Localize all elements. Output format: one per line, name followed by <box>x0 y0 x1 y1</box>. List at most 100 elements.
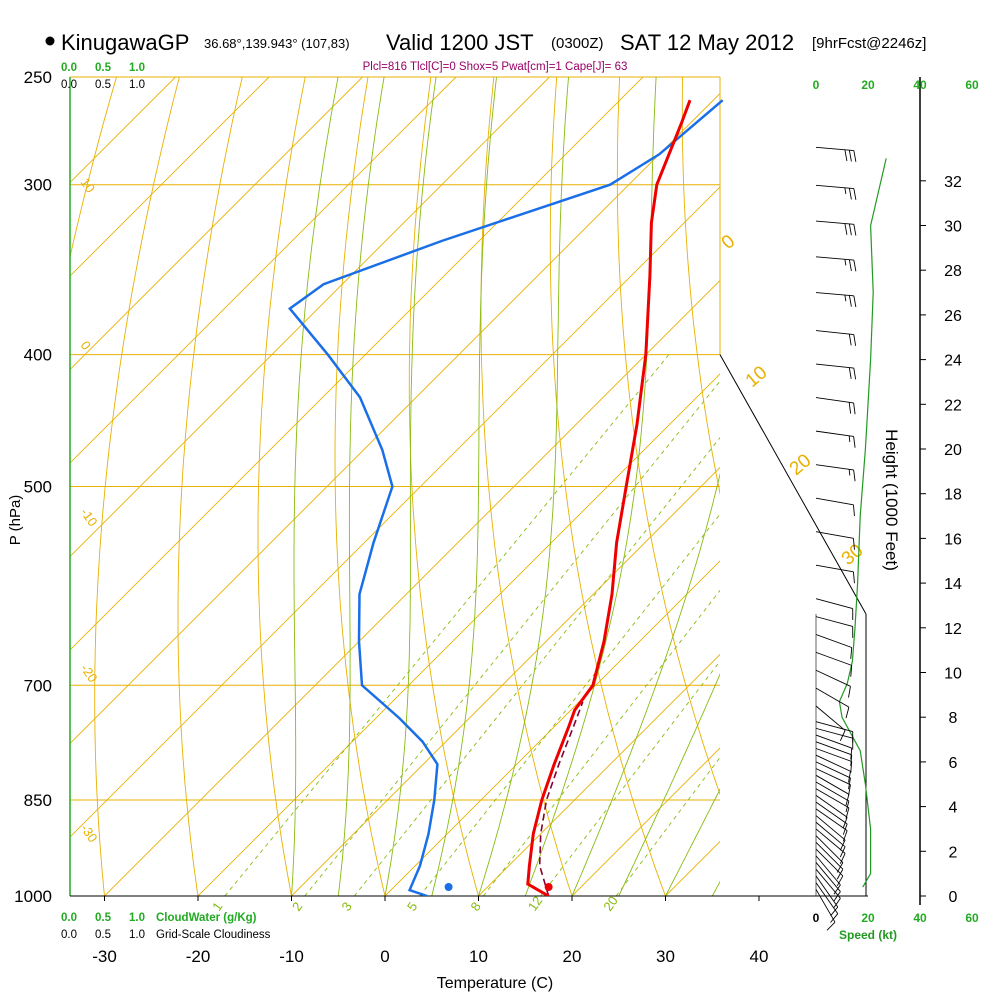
bottom-cloud-1-black: 1.0 <box>129 929 145 941</box>
wind-barb-staff <box>815 754 851 772</box>
wind-barb <box>815 768 851 796</box>
wind-barb-staff <box>815 705 846 731</box>
wind-panel <box>815 146 887 931</box>
pressure-label-1000: 1000 <box>14 887 52 906</box>
mixing-ratio-line-2 <box>304 380 720 896</box>
wind-barb-flag <box>836 862 844 873</box>
speed-scale-bottom-0: 0 <box>813 911 820 925</box>
wind-barb <box>815 616 854 638</box>
height-label-0: 0 <box>949 889 958 906</box>
station-name: KinugawaGP <box>61 30 189 55</box>
wind-barb-flag <box>848 784 851 796</box>
height-label-18: 18 <box>944 487 962 504</box>
pressure-label-850: 850 <box>24 791 52 810</box>
dry-adiabat-60 <box>745 77 946 896</box>
wind-barb-flag <box>844 223 848 235</box>
isotherm-10 <box>478 653 720 896</box>
top-cloud-1-green: 1.0 <box>129 62 145 74</box>
dry-adiabat-30 <box>549 77 666 896</box>
mixing-ratio-label-2: 2 <box>289 899 305 914</box>
wind-barb-flag <box>845 794 850 806</box>
wind-barb-flag <box>853 334 857 346</box>
moist-adiabat-25 <box>618 673 720 896</box>
mixing-ratio-label-12: 12 <box>525 893 546 913</box>
wind-barb-staff <box>815 651 852 666</box>
wind-barb-flag <box>850 748 853 760</box>
wind-barb-staff <box>815 397 854 404</box>
pressure-label-400: 400 <box>24 346 52 365</box>
dry-adiabat--20 <box>177 77 243 896</box>
moist-adiabat--5 <box>337 77 385 896</box>
wind-barb-staff <box>815 146 854 152</box>
wind-barb <box>815 741 853 767</box>
wind-barb-flag <box>852 504 855 517</box>
wind-barb-half-flag <box>844 259 847 266</box>
wind-barb-staff <box>815 564 854 573</box>
wind-barb-half-flag <box>848 435 851 442</box>
wind-barb <box>815 564 855 584</box>
wind-barb-staff <box>815 774 850 795</box>
wind-barb-flag <box>848 188 852 200</box>
wind-barb-staff <box>815 781 850 802</box>
wind-barb <box>815 220 857 236</box>
height-label-14: 14 <box>944 576 962 593</box>
wind-barb <box>815 889 836 931</box>
cloud-water-label: CloudWater (g/Kg) <box>156 912 257 924</box>
height-label-6: 6 <box>949 755 958 772</box>
wind-barb-flag <box>845 707 850 719</box>
wind-barb-flag <box>848 223 852 236</box>
wind-barb <box>815 705 846 741</box>
mixing-ratio-line-20 <box>615 756 720 896</box>
wind-barb <box>815 651 853 677</box>
temp-label-30: 30 <box>656 947 675 966</box>
wind-barb-flag <box>850 647 853 659</box>
tropopause-boundary <box>719 354 867 615</box>
wind-barb-flag <box>826 921 836 931</box>
wind-barb-flag <box>848 771 851 783</box>
isotherm-0 <box>384 560 720 896</box>
temp-label-40: 40 <box>750 947 769 966</box>
wind-barb-flag <box>833 898 841 908</box>
wind-barb <box>815 497 855 517</box>
temp-label-0: 0 <box>380 947 389 966</box>
wind-barb-staff <box>815 795 848 818</box>
wind-barb-half-flag <box>848 469 851 476</box>
dry-adiabat-label-left-0: 0 <box>78 338 94 353</box>
wind-barb <box>815 721 854 743</box>
speed-scale-bottom-60: 60 <box>965 911 979 925</box>
wind-barb-staff <box>815 821 846 848</box>
parcel-trace <box>538 701 584 896</box>
wind-barb-flag <box>853 402 856 415</box>
wind-barb <box>815 882 839 923</box>
wind-barb <box>815 687 850 719</box>
wind-barb-flag <box>830 913 839 923</box>
wind-barb <box>815 669 851 698</box>
temperature-profile <box>526 99 692 896</box>
isotherm--80 <box>70 77 457 464</box>
wind-barb-staff <box>815 330 854 335</box>
wind-barb-flag <box>842 817 848 829</box>
wind-barb-staff <box>815 882 839 914</box>
bottom-cloud-1-green: 1.0 <box>129 912 145 924</box>
dry-adiabat-label-right-20: 20 <box>786 450 816 480</box>
isotherm--60 <box>70 77 644 651</box>
wind-barb-flag <box>848 777 851 790</box>
wind-barb-staff <box>815 889 836 923</box>
mixing-ratio-label-8: 8 <box>467 899 483 914</box>
wind-barb <box>815 828 846 864</box>
bottom-cloud-05-black: 0.5 <box>95 929 111 941</box>
wind-barb-flag <box>848 295 852 307</box>
wind-barb-staff <box>815 828 846 854</box>
wind-barb-staff <box>815 868 841 899</box>
wind-barb-flag <box>853 469 856 482</box>
wind-barb-staff <box>815 808 848 831</box>
top-cloud-05-black: 0.5 <box>95 79 111 91</box>
wind-barb-staff <box>815 875 839 908</box>
wind-barb-flag <box>844 149 848 162</box>
valid-date: SAT 12 May 2012 <box>620 30 794 55</box>
height-label-12: 12 <box>944 621 962 638</box>
wind-barb <box>815 531 855 550</box>
wind-barb <box>815 397 856 415</box>
mixing-ratio-line-3 <box>353 437 720 896</box>
